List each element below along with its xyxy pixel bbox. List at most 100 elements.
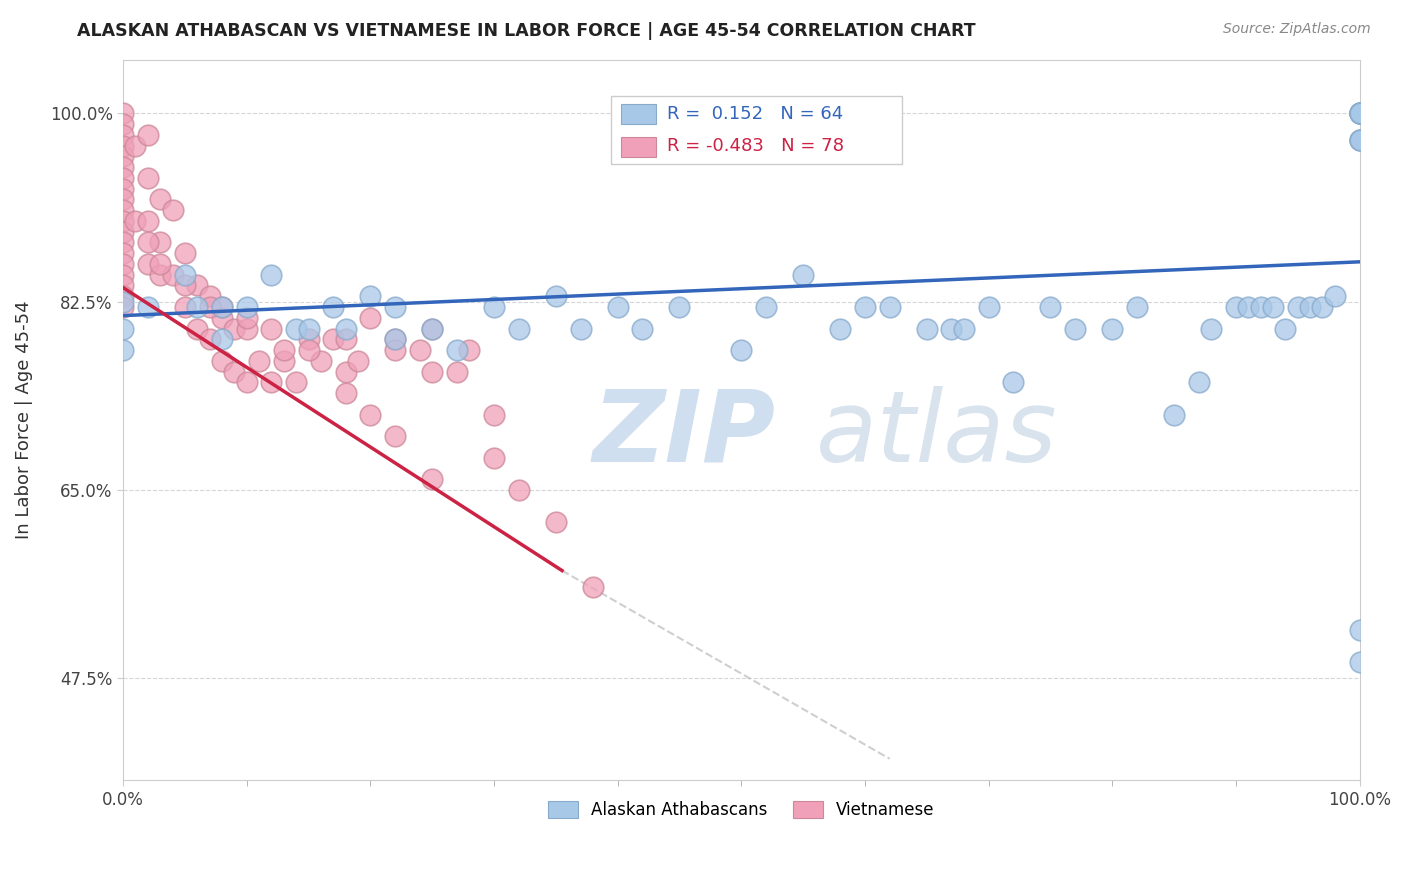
Point [1348, 133, 1371, 147]
Point [211, 332, 233, 346]
Point [260, 376, 283, 390]
Point [458, 343, 481, 357]
Point [136, 170, 159, 185]
Point [482, 300, 505, 314]
Text: R =  0.152   N = 64: R = 0.152 N = 64 [666, 104, 844, 123]
Point [359, 408, 381, 422]
Point [1348, 106, 1371, 120]
Point [247, 353, 270, 368]
Point [384, 332, 406, 346]
Point [112, 225, 135, 239]
Text: Source: ZipAtlas.com: Source: ZipAtlas.com [1223, 22, 1371, 37]
Point [1348, 655, 1371, 669]
Point [297, 332, 319, 346]
Point [582, 580, 605, 594]
Point [112, 117, 135, 131]
Point [162, 268, 184, 282]
Point [420, 321, 443, 335]
Point [1348, 106, 1371, 120]
Point [1188, 376, 1211, 390]
Point [1312, 300, 1334, 314]
Point [186, 300, 208, 314]
Point [1002, 376, 1025, 390]
Point [136, 300, 159, 314]
Point [1261, 300, 1284, 314]
Point [953, 321, 976, 335]
Point [1064, 321, 1087, 335]
Point [359, 289, 381, 303]
Point [544, 289, 567, 303]
Point [260, 268, 283, 282]
Point [446, 343, 468, 357]
Point [1348, 106, 1371, 120]
Point [853, 300, 876, 314]
Point [1286, 300, 1309, 314]
Point [186, 278, 208, 293]
Point [224, 321, 246, 335]
Point [273, 353, 295, 368]
Point [124, 138, 146, 153]
Point [174, 246, 197, 260]
Point [569, 321, 592, 335]
Point [235, 321, 257, 335]
Point [508, 321, 530, 335]
Point [792, 268, 814, 282]
Point [1101, 321, 1123, 335]
FancyBboxPatch shape [612, 95, 903, 164]
Point [335, 365, 357, 379]
Point [235, 310, 257, 325]
Point [198, 289, 221, 303]
Text: ALASKAN ATHABASCAN VS VIETNAMESE IN LABOR FORCE | AGE 45-54 CORRELATION CHART: ALASKAN ATHABASCAN VS VIETNAMESE IN LABO… [77, 22, 976, 40]
Point [1126, 300, 1149, 314]
Point [420, 472, 443, 486]
Point [136, 128, 159, 142]
Text: R = -0.483   N = 78: R = -0.483 N = 78 [666, 137, 844, 155]
Point [1323, 289, 1346, 303]
Point [1348, 133, 1371, 147]
Point [260, 321, 283, 335]
Point [112, 235, 135, 250]
Point [335, 321, 357, 335]
Point [235, 376, 257, 390]
Point [482, 450, 505, 465]
Text: ZIP: ZIP [593, 386, 776, 483]
Point [149, 257, 172, 271]
Point [112, 170, 135, 185]
Point [1163, 408, 1185, 422]
Point [174, 268, 197, 282]
Point [112, 257, 135, 271]
Point [112, 203, 135, 218]
Point [1348, 106, 1371, 120]
Point [124, 214, 146, 228]
Legend: Alaskan Athabascans, Vietnamese: Alaskan Athabascans, Vietnamese [541, 795, 941, 826]
Point [508, 483, 530, 497]
Text: atlas: atlas [815, 386, 1057, 483]
Point [446, 365, 468, 379]
Point [235, 300, 257, 314]
Point [941, 321, 963, 335]
Point [668, 300, 690, 314]
Point [384, 332, 406, 346]
Point [112, 343, 135, 357]
Point [1039, 300, 1062, 314]
Point [136, 235, 159, 250]
Point [149, 268, 172, 282]
Point [174, 300, 197, 314]
Point [1348, 106, 1371, 120]
Point [1250, 300, 1272, 314]
Point [1348, 623, 1371, 637]
Point [544, 515, 567, 529]
Point [112, 289, 135, 303]
Point [136, 214, 159, 228]
Point [198, 332, 221, 346]
Point [1348, 133, 1371, 147]
Point [112, 214, 135, 228]
Point [211, 300, 233, 314]
Point [224, 365, 246, 379]
Point [1199, 321, 1222, 335]
Point [606, 300, 628, 314]
Point [730, 343, 752, 357]
Point [322, 300, 344, 314]
Point [112, 294, 135, 309]
Point [1274, 321, 1296, 335]
